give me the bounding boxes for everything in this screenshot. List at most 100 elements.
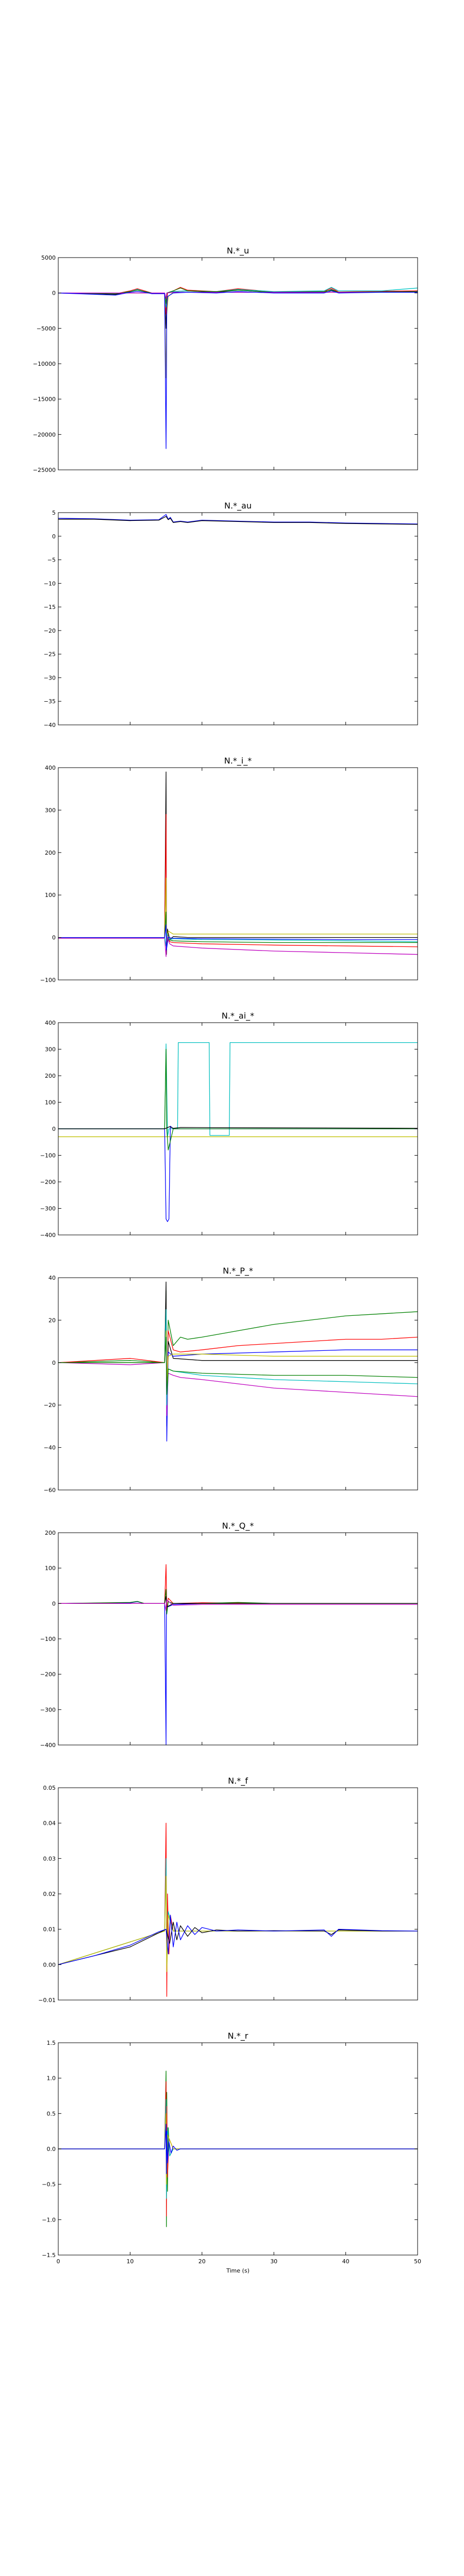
chart-panel: N.*_i_* 400 300 200 100 0 −100: [40, 756, 418, 984]
y-tick-label: 0: [52, 1360, 56, 1366]
y-tick-label: 5: [52, 510, 56, 516]
axes-frame: [58, 512, 418, 725]
series-line: [58, 1336, 418, 1395]
y-tick-label: 200: [45, 1073, 56, 1079]
series-line: [58, 1048, 418, 1150]
y-tick-label: −20: [44, 628, 56, 634]
y-tick-label: 0: [52, 1126, 56, 1132]
y-tick-label: −200: [40, 1179, 56, 1185]
chart-panel: N.*_u 5000 0 −5000 −10000 −15000 −20000 −25000: [33, 246, 418, 473]
y-tick-label: 0: [52, 935, 56, 941]
chart-title: N.*_i_*: [224, 756, 252, 766]
x-tick-label: 30: [270, 2258, 277, 2265]
axes-frame: [58, 767, 418, 980]
series-line: [58, 290, 418, 449]
y-tick-label: −20: [44, 1402, 56, 1409]
y-tick-label: −1.5: [42, 2252, 56, 2259]
y-tick-label: 100: [45, 1565, 56, 1572]
series-line: [58, 911, 418, 946]
axes-frame: [58, 1532, 418, 1745]
y-tick-label: −0.01: [38, 1997, 56, 2004]
series-line: [58, 1302, 418, 1405]
y-tick-label: 0: [52, 1600, 56, 1607]
y-tick-label: 200: [45, 850, 56, 856]
y-tick-label: 0.5: [47, 2110, 56, 2117]
x-tick-label: 50: [414, 2258, 421, 2265]
y-tick-label: 0.03: [43, 1855, 56, 1862]
series-line: [58, 924, 418, 951]
axes-frame: [58, 1277, 418, 1490]
series-line: [58, 1601, 418, 1745]
axes-frame: [58, 1787, 418, 2001]
chart-panel: N.*_au 5 0 −5 −10 −15 −20 −25 −30 −35 −40: [44, 501, 418, 728]
y-tick-label: 20: [48, 1317, 56, 1324]
y-tick-label: 1.0: [47, 2075, 56, 2082]
series-line: [58, 292, 418, 299]
y-tick-label: 0.01: [43, 1926, 56, 1933]
series-line: [58, 1319, 418, 1442]
y-tick-label: −30: [44, 674, 56, 681]
series-line: [58, 1596, 418, 1607]
chart-panel: N.*_P_* 40 20 0 −20 −40 −60: [44, 1266, 418, 1494]
series-line: [58, 1858, 418, 1965]
y-tick-label: −35: [44, 698, 56, 705]
y-tick-label: −60: [44, 1487, 56, 1494]
y-tick-label: 0.04: [43, 1820, 56, 1827]
y-tick-label: 0: [52, 533, 56, 540]
y-tick-label: 0.05: [43, 1785, 56, 1791]
chart-title: N.*_P_*: [223, 1266, 253, 1276]
y-tick-label: 300: [45, 1046, 56, 1053]
y-tick-label: 400: [45, 1020, 56, 1026]
y-tick-label: −40: [44, 1445, 56, 1451]
y-tick-label: 1.5: [47, 2040, 56, 2046]
y-tick-label: −400: [40, 1742, 56, 1749]
y-tick-label: −5000: [37, 325, 56, 332]
y-tick-label: 40: [48, 1275, 56, 1281]
series-line: [58, 291, 418, 379]
series-line: [58, 933, 418, 946]
y-tick-label: −25: [44, 651, 56, 658]
x-tick-label: 0: [57, 2258, 60, 2265]
chart-panel: N.*_Q_* 200 100 0 −100 −200 −300 −400: [40, 1521, 418, 1749]
chart-title: N.*_u: [227, 246, 249, 256]
series-line: [58, 514, 418, 524]
chart-panel: N.*_f 0.05 0.04 0.03 0.02 0.01 0.00 −0.01: [38, 1776, 418, 2004]
series-line: [58, 516, 418, 525]
y-tick-label: 0.0: [47, 2146, 56, 2153]
chart-panel: N.*_ai_* 400 300 200 100 0 −100 −200 −300 −400: [40, 1011, 418, 1239]
chart-title: N.*_au: [224, 501, 252, 511]
series-line: [58, 1599, 418, 1611]
series-line: [58, 1126, 418, 1129]
series-line: [58, 287, 418, 308]
series-line: [58, 1042, 418, 1138]
y-tick-label: −40: [44, 722, 56, 728]
chart-title: N.*_f: [228, 1776, 248, 1786]
series-line: [58, 1876, 418, 1972]
series-line: [58, 935, 418, 957]
series-line: [58, 771, 418, 955]
x-axis-label: Time (s): [226, 2267, 250, 2274]
y-tick-label: −100: [40, 1636, 56, 1642]
y-tick-label: 400: [45, 765, 56, 771]
series-line: [58, 1290, 418, 1427]
chart-panel: N.*_r 1.5 1.0 0.5 0.0 −0.5 −1.0 −1.50 10 20 30 40 50…: [42, 2031, 421, 2274]
series-line: [58, 1126, 418, 1222]
series-line: [58, 1319, 418, 1416]
y-tick-label: −100: [40, 1153, 56, 1159]
y-tick-label: −0.5: [42, 2181, 56, 2188]
y-tick-label: −200: [40, 1671, 56, 1678]
series-line: [58, 1823, 418, 1997]
y-tick-label: −10: [44, 580, 56, 587]
series-line: [58, 287, 418, 304]
y-tick-label: −20000: [33, 431, 56, 438]
y-tick-label: 300: [45, 807, 56, 814]
y-tick-label: −25000: [33, 467, 56, 473]
y-tick-label: −15: [44, 604, 56, 611]
y-tick-label: 100: [45, 892, 56, 899]
y-tick-label: 0.00: [43, 1961, 56, 1968]
y-tick-label: 100: [45, 1099, 56, 1106]
chart-title: N.*_ai_*: [222, 1011, 254, 1021]
series-line: [58, 2124, 418, 2174]
y-tick-label: −400: [40, 1232, 56, 1239]
